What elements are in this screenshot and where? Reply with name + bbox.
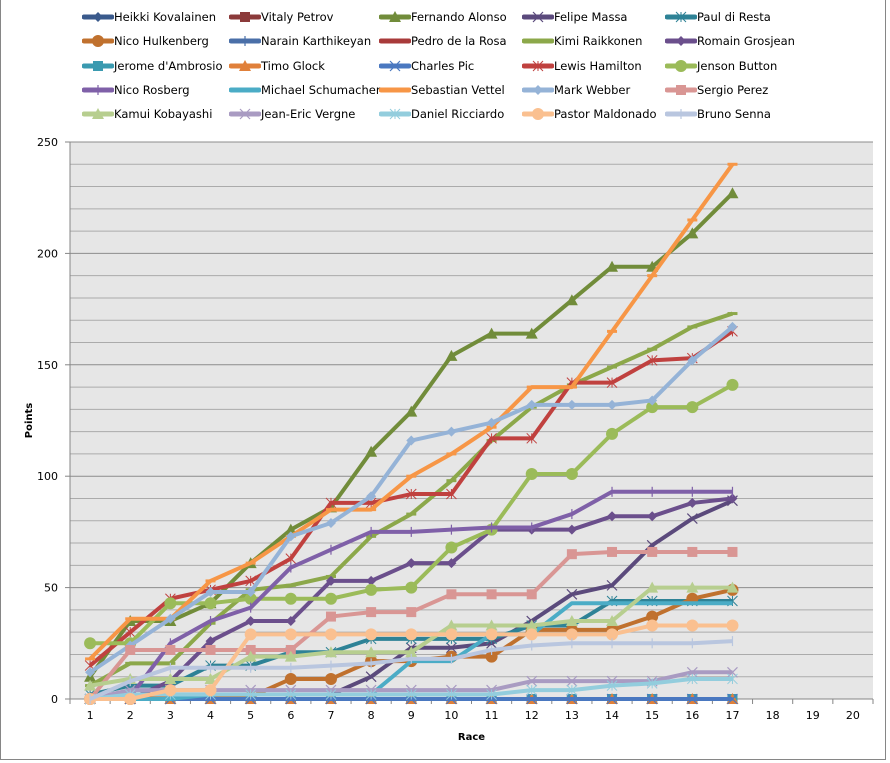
legend-swatch-icon — [229, 12, 261, 22]
legend-label: Daniel Ricciardo — [411, 107, 505, 122]
y-axis-title: Points — [24, 403, 35, 439]
legend-label: Vitaly Petrov — [261, 10, 334, 24]
y-tick-label: 0 — [51, 693, 58, 706]
y-tick-label: 150 — [37, 359, 58, 372]
x-tick-label: 9 — [408, 709, 415, 722]
legend-swatch-icon — [522, 84, 554, 95]
legend-swatch-icon — [379, 87, 411, 93]
x-tick-label: 10 — [444, 709, 458, 722]
legend-swatch-icon — [522, 108, 554, 121]
legend-label: Michael Schumacher — [261, 82, 381, 97]
legend-label: Nico Rosberg — [114, 82, 190, 97]
legend-swatch-icon — [229, 36, 261, 47]
legend-label: Charles Pic — [411, 58, 475, 73]
legend-label: Heikki Kovalainen — [114, 10, 217, 24]
legend-label: Bruno Senna — [697, 107, 771, 122]
legend-label: Lewis Hamilton — [554, 58, 642, 73]
y-tick-label: 200 — [37, 247, 58, 260]
x-tick-label: 13 — [565, 709, 579, 722]
x-tick-label: 2 — [127, 709, 134, 722]
y-tick-label: 50 — [44, 582, 58, 595]
x-tick-label: 1 — [87, 709, 94, 722]
legend-swatch-icon — [229, 59, 261, 71]
legend-swatch-icon — [229, 87, 261, 93]
legend-swatch-icon — [229, 108, 261, 120]
series-line — [85, 321, 738, 678]
legend-swatch-icon — [665, 84, 697, 95]
x-tick-label: 11 — [485, 709, 499, 722]
legend-label: Felipe Massa — [554, 10, 628, 24]
legend-label: Pastor Maldonado — [554, 107, 657, 122]
legend-label: Jenson Button — [697, 58, 778, 73]
legend-label: Nico Hulkenberg — [114, 34, 209, 49]
legend-swatch-icon — [82, 108, 114, 120]
x-axis-title: Race — [458, 732, 485, 743]
x-tick-label: 19 — [806, 709, 820, 722]
x-tick-label: 8 — [368, 709, 375, 722]
x-tick-label: 18 — [766, 709, 780, 722]
x-tick-label: 12 — [525, 709, 539, 722]
legend-swatch-icon — [379, 38, 411, 44]
legend-swatch-icon — [665, 59, 697, 72]
legend-label: Sebastian Vettel — [411, 82, 505, 97]
x-tick-label: 15 — [645, 709, 659, 722]
x-tick-label: 20 — [846, 709, 860, 722]
legend-swatch-icon — [665, 11, 697, 23]
legend-label: Mark Webber — [554, 82, 631, 97]
legend-label: Jean-Eric Vergne — [261, 107, 356, 122]
legend-label: Timo Glock — [261, 58, 325, 73]
legend-swatch-icon — [522, 11, 554, 23]
x-tick-label: 6 — [287, 709, 294, 722]
legend-swatch-icon — [522, 38, 554, 44]
legend-swatch-icon — [82, 60, 114, 71]
legend-label: Fernando Alonso — [411, 10, 507, 24]
series-line — [89, 636, 734, 704]
x-tick-label: 16 — [685, 709, 699, 722]
legend-label: Sergio Perez — [697, 82, 769, 97]
legend-label: Kimi Raikkonen — [554, 34, 643, 49]
legend-label: Narain Karthikeyan — [261, 34, 372, 49]
legend-swatch-icon — [665, 109, 697, 120]
legend-swatch-icon — [82, 35, 114, 48]
x-tick-label: 5 — [247, 709, 254, 722]
legend-label: Paul di Resta — [697, 10, 771, 24]
x-tick-label: 17 — [725, 709, 739, 722]
series-line — [84, 619, 739, 705]
legend-label: Pedro de la Rosa — [411, 34, 507, 49]
legend-swatch-icon — [379, 60, 411, 72]
x-tick-label: 14 — [605, 709, 619, 722]
legend-label: Romain Grosjean — [697, 34, 795, 49]
legend-swatch-icon — [82, 12, 114, 22]
legend-swatch-icon — [665, 36, 697, 47]
legend-swatch-icon — [522, 60, 554, 71]
x-tick-label: 7 — [327, 709, 334, 722]
legend-swatch-icon — [379, 108, 411, 120]
legend-swatch-icon — [379, 11, 411, 22]
y-tick-label: 250 — [37, 136, 58, 149]
plot-area — [70, 142, 873, 699]
legend-label: Jerome d'Ambrosio — [114, 58, 223, 73]
x-tick-label: 4 — [207, 709, 214, 722]
legend-label: Kamui Kobayashi — [114, 107, 213, 122]
legend-swatch-icon — [82, 84, 114, 95]
x-tick-label: 3 — [167, 709, 174, 722]
y-tick-label: 100 — [37, 470, 58, 483]
